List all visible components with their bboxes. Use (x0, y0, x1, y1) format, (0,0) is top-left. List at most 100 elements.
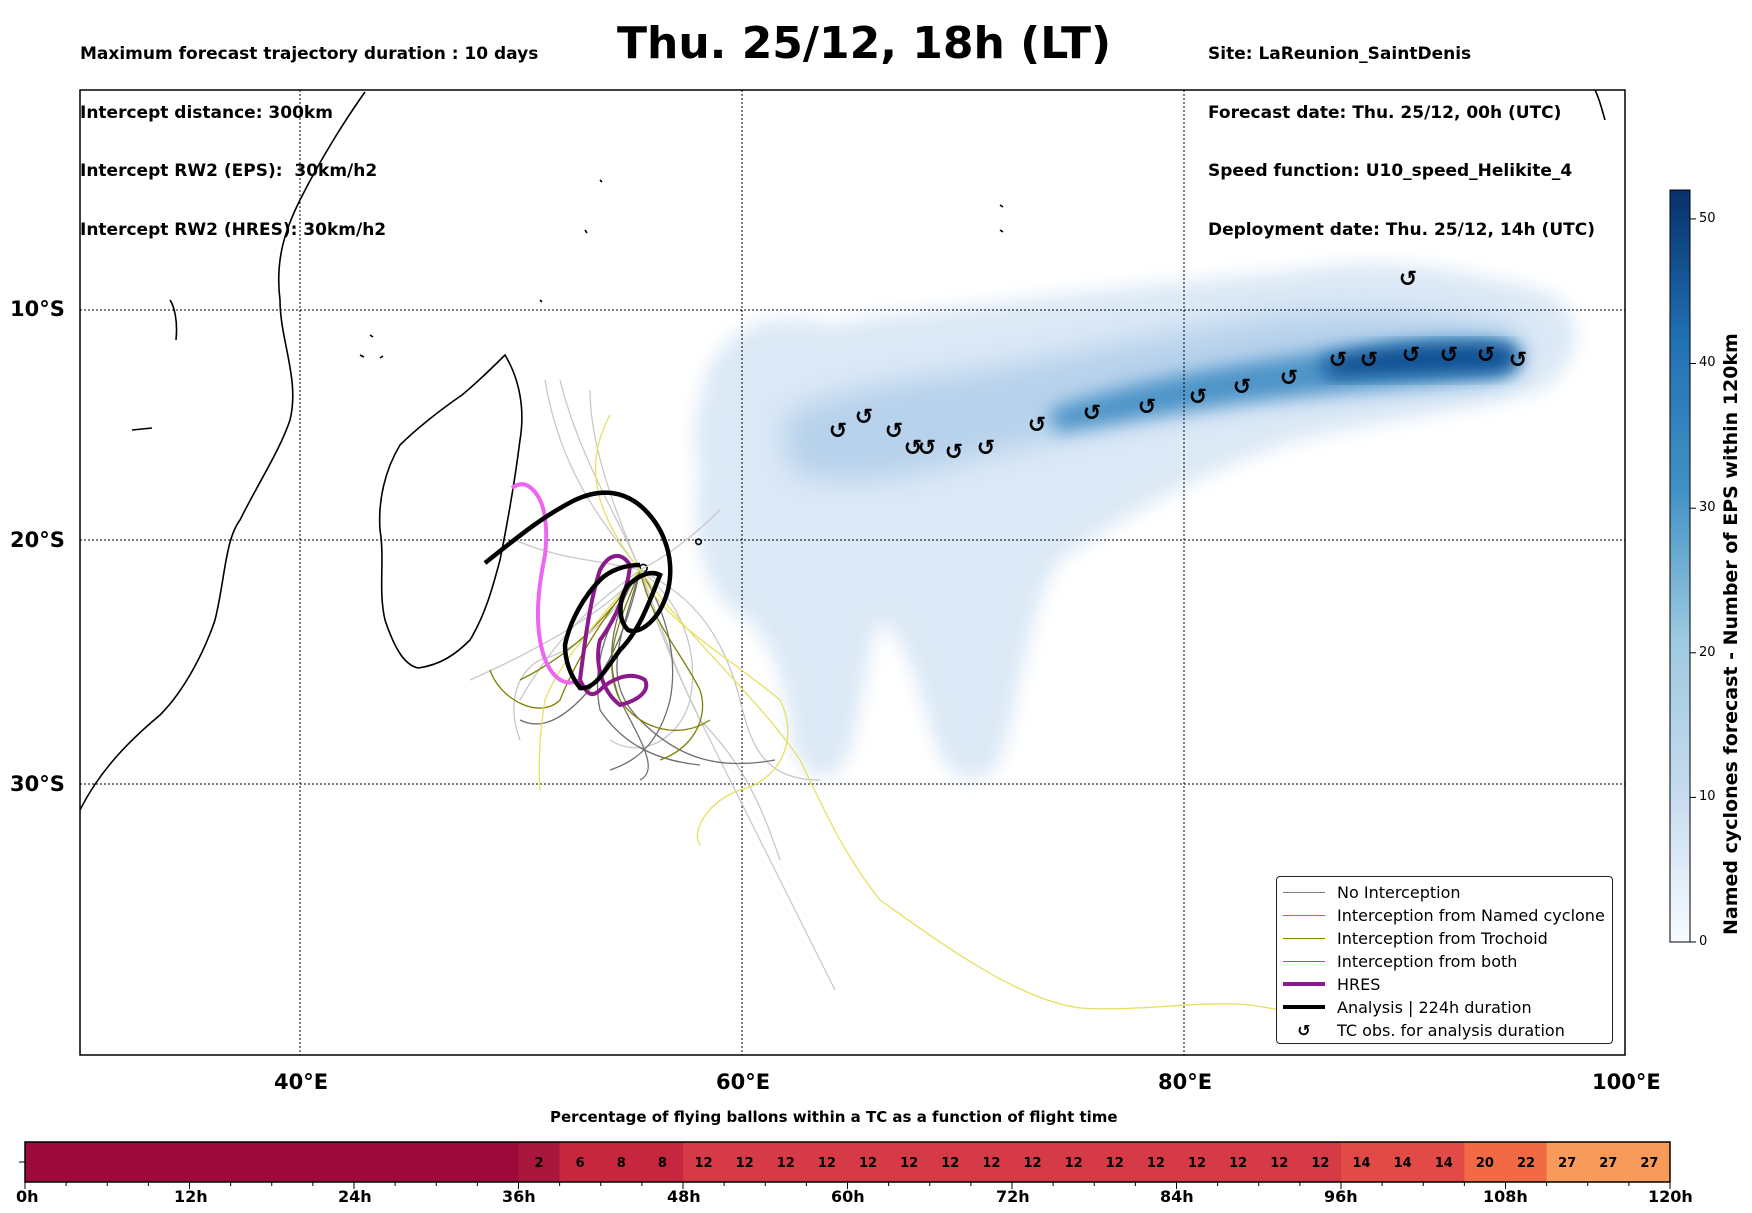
timeline-cell (1135, 1142, 1177, 1182)
legend-label: Analysis | 224h duration (1337, 997, 1532, 1017)
tc-obs-icon: ↺ (1028, 413, 1046, 438)
timeline-cell-label: 6 (576, 1156, 585, 1171)
timeline-cell (806, 1142, 848, 1182)
legend-swatch (1283, 891, 1325, 893)
timeline-cell (1094, 1142, 1136, 1182)
legend-item: HRES (1277, 973, 1380, 995)
timeline-tick-label: 84h (1160, 1187, 1194, 1206)
timeline-cell (929, 1142, 972, 1182)
tc-obs-icon: ↺ (855, 405, 873, 430)
tc-obs-icon: ↺ (1329, 348, 1347, 373)
legend-item: Interception from Trochoid (1277, 927, 1548, 949)
map-legend: No Interception Interception from Named … (1276, 876, 1613, 1044)
madagascar-coast (378, 353, 523, 669)
timeline-cell-label: 12 (1065, 1156, 1083, 1171)
header-right-line: Speed function: U10_speed_Helikite_4 (1208, 161, 1573, 181)
legend-swatch (1283, 1005, 1325, 1009)
tc-obs-icon: ↺ (1083, 401, 1101, 426)
timeline-cell-label: 12 (1024, 1156, 1042, 1171)
timeline-cell (189, 1142, 232, 1182)
legend-swatch (1283, 914, 1325, 916)
tc-obs-icon: ↺ (945, 440, 963, 465)
header-left-line: Intercept distance: 300km (80, 102, 333, 123)
timeline-cell (683, 1142, 725, 1182)
legend-item: No Interception (1277, 881, 1461, 903)
timeline-cell-label: 12 (1106, 1156, 1124, 1171)
timeline-tick-label: 0h (16, 1187, 39, 1206)
header-left-line: Intercept RW2 (EPS): 30km/h2 (80, 161, 378, 181)
timeline-tick-label: 48h (667, 1187, 701, 1206)
lon-label-40e: 40°E (274, 1070, 329, 1094)
header-right-line: Site: LaReunion_SaintDenis (1208, 44, 1472, 64)
timeline-cell-label: 14 (1353, 1156, 1371, 1171)
tc-obs-icon: ↺ (977, 436, 995, 461)
timeline-cell (354, 1142, 396, 1182)
hres-early-segment (510, 482, 581, 685)
timeline-cell (1505, 1142, 1548, 1182)
seychelles-dots (539, 179, 1004, 303)
timeline-cell (1258, 1142, 1301, 1182)
legend-swatch (1283, 982, 1325, 986)
colorbar-tick-label: 0 (1699, 934, 1708, 949)
timeline-tick-label: 72h (996, 1187, 1030, 1206)
lon-label-100e: 100°E (1592, 1070, 1661, 1094)
timeline-tick-label: 96h (1324, 1187, 1358, 1206)
header-left-info: Maximum forecast trajectory duration : 1… (80, 6, 538, 260)
tc-obs-icon: ↺ (904, 436, 922, 461)
legend-label: HRES (1337, 974, 1381, 994)
lat-label-20s: 20°S (10, 528, 65, 552)
timeline-cell-label: 12 (1147, 1156, 1165, 1171)
legend-label: Interception from Trochoid (1337, 928, 1548, 948)
tc-obs-legend-icon: ↺ (1297, 1020, 1311, 1040)
graticule (80, 90, 1625, 1055)
timeline-cell-label: 12 (1270, 1156, 1288, 1171)
legend-item: Interception from Named cyclone (1277, 904, 1605, 926)
timeline-cell-label: 12 (1229, 1156, 1247, 1171)
header-right-line: Forecast date: Thu. 25/12, 00h (UTC) (1208, 102, 1562, 123)
tc-obs-icon: ↺ (1189, 385, 1207, 410)
legend-swatch (1283, 960, 1325, 962)
timeline-cell (271, 1142, 314, 1182)
legend-label: TC obs. for analysis duration (1337, 1020, 1565, 1040)
timeline-tick-label: 24h (338, 1187, 372, 1206)
timeline-cell (1341, 1142, 1383, 1182)
colorbar-tick-label: 50 (1699, 211, 1716, 226)
tc-obs-icon: ↺ (1233, 375, 1251, 400)
timeline-cell (230, 1142, 273, 1182)
timeline-cell (477, 1142, 519, 1182)
tc-obs-icon: ↺ (1477, 343, 1495, 368)
timeline-cell (66, 1142, 108, 1182)
tc-obs-icon: ↺ (1509, 348, 1527, 373)
tc-obs-icon: ↺ (1138, 395, 1156, 420)
page-title: Thu. 25/12, 18h (LT) (617, 18, 1112, 69)
mauritius (695, 538, 702, 546)
tc-obs-icon: ↺ (829, 419, 847, 444)
legend-label: Interception from both (1337, 951, 1518, 971)
timeline-cell (1423, 1142, 1465, 1182)
timeline-cell (1628, 1142, 1671, 1182)
lon-label-60e: 60°E (716, 1070, 771, 1094)
timeline-cell (395, 1142, 437, 1182)
timeline-cell (847, 1142, 890, 1182)
timeline-cell (765, 1142, 807, 1182)
legend-swatch (1283, 937, 1325, 939)
colorbar-tick-label: 30 (1699, 500, 1716, 515)
header-left-line: Maximum forecast trajectory duration : 1… (80, 44, 539, 64)
colorbar-title: Named cyclones forecast - Number of EPS … (1720, 333, 1742, 935)
timeline-cell-label: 12 (982, 1156, 1000, 1171)
timeline-cell-label: 20 (1476, 1156, 1494, 1171)
analysis-track (483, 490, 673, 691)
coastlines (80, 90, 1606, 811)
legend-label: Interception from Named cyclone (1337, 905, 1605, 925)
comoros (359, 334, 384, 359)
lat-label-10s: 10°S (10, 297, 65, 321)
timeline-cell (1053, 1142, 1095, 1182)
colorbar-tick-label: 40 (1699, 355, 1716, 370)
timeline-cell-label: 8 (617, 1156, 626, 1171)
lat-label-30s: 30°S (10, 772, 65, 796)
hres-track (510, 482, 649, 708)
timeline-cell (1299, 1142, 1342, 1182)
tc-obs-icon: ↺ (918, 436, 936, 461)
timeline-cell (518, 1142, 561, 1182)
timeline-title: Percentage of flying ballons within a TC… (550, 1108, 1118, 1126)
